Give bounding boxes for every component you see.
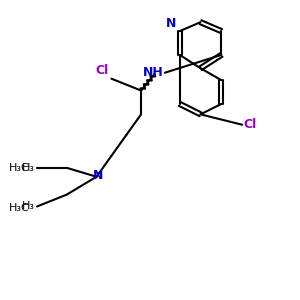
- Text: N: N: [166, 16, 176, 30]
- Text: N: N: [93, 169, 103, 182]
- Text: H₃C: H₃C: [9, 163, 30, 173]
- Text: H₃: H₃: [22, 163, 35, 173]
- Text: NH: NH: [142, 66, 164, 79]
- Text: Cl: Cl: [244, 118, 257, 131]
- Text: H₃: H₃: [22, 202, 35, 212]
- Text: Cl: Cl: [95, 64, 108, 77]
- Text: H₃C: H₃C: [9, 203, 30, 213]
